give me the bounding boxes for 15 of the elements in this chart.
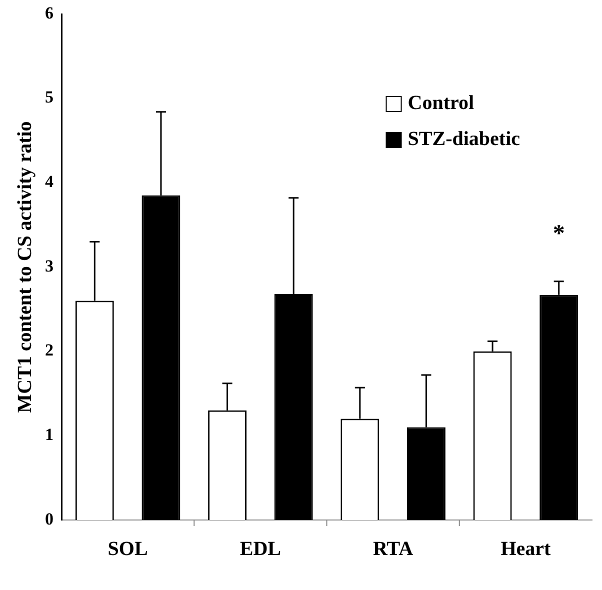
y-tick-label: 1 — [45, 425, 54, 444]
y-tick-label: 6 — [45, 3, 54, 22]
y-tick-label: 3 — [45, 256, 54, 276]
y-tick-label: 0 — [45, 509, 54, 528]
x-tick-label: SOL — [108, 538, 148, 560]
x-tick-label: Heart — [500, 538, 552, 560]
y-tick-label: 5 — [45, 88, 54, 107]
legend-label: Control — [408, 92, 475, 114]
legend-label: STZ-diabetic — [408, 128, 520, 150]
y-tick-label: 2 — [45, 340, 54, 360]
x-tick-label: EDL — [240, 538, 281, 560]
annotation: * — [552, 221, 565, 248]
y-tick-label: 4 — [45, 172, 54, 192]
x-tick-label: RTA — [373, 538, 414, 560]
y-axis-title: MCT1 content to CS activity ratio — [14, 121, 36, 413]
